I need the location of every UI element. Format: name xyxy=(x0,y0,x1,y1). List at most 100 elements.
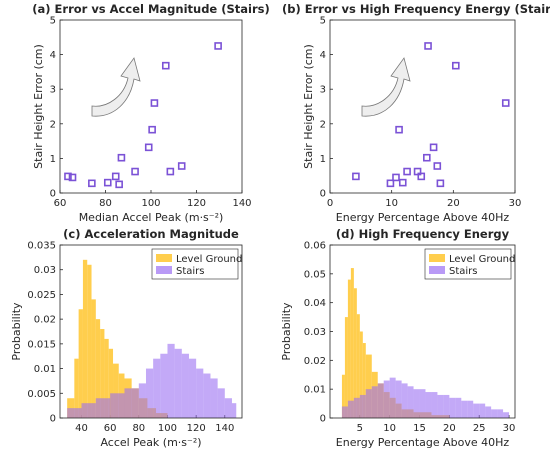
x-axis-label: Median Accel Peak (m·s⁻²) xyxy=(79,211,224,224)
axes-frame xyxy=(59,244,243,419)
axes-frame xyxy=(329,19,516,194)
histogram-bar xyxy=(395,380,402,418)
x-tick-label: 15 xyxy=(413,423,426,434)
data-point xyxy=(177,162,186,170)
histogram-bar xyxy=(443,394,450,418)
histogram-bar xyxy=(377,383,384,418)
histogram-bar xyxy=(188,358,197,418)
y-tick-label: 0 xyxy=(50,414,56,425)
y-tick-label: 0.015 xyxy=(27,339,56,350)
histogram-bar xyxy=(181,353,189,418)
histogram-bar xyxy=(153,358,161,418)
y-tick-label: 0 xyxy=(50,189,56,200)
data-point xyxy=(451,61,460,70)
data-point xyxy=(103,178,112,187)
axes-frame xyxy=(329,244,516,419)
histogram-bar xyxy=(431,392,438,418)
panel-title: (b) Error vs High Frequency Energy (Stai… xyxy=(282,2,550,16)
x-tick-label: 60 xyxy=(54,198,67,209)
histogram-bar xyxy=(497,409,504,418)
data-point xyxy=(117,153,126,162)
data-point xyxy=(115,180,123,189)
y-axis-label: Stair Height Error (cm) xyxy=(302,44,315,169)
curved-arrow-icon xyxy=(361,57,411,117)
plot-area xyxy=(330,20,515,193)
panel-title: (a) Error vs Accel Magnitude (Stairs) xyxy=(32,2,269,16)
y-tick-label: 1 xyxy=(320,154,326,165)
data-point xyxy=(429,143,438,152)
histogram-bar xyxy=(196,368,204,418)
histogram-bar xyxy=(113,363,119,418)
x-tick-label: 30 xyxy=(503,423,516,434)
y-tick-label: 0 xyxy=(320,189,326,200)
y-tick-label: 0.06 xyxy=(304,241,326,252)
histogram-bar xyxy=(359,331,363,418)
x-tick-label: 80 xyxy=(132,423,145,434)
x-tick-label: 30 xyxy=(509,198,522,209)
histogram-bar xyxy=(210,378,218,418)
y-tick-label: 5 xyxy=(50,16,56,27)
histogram-bar xyxy=(383,380,390,418)
histogram-bar xyxy=(425,392,432,418)
histogram-bar xyxy=(224,398,232,418)
y-tick-label: 0.02 xyxy=(304,356,326,367)
data-point xyxy=(166,167,175,176)
histogram-bar xyxy=(401,383,408,418)
legend-swatch xyxy=(429,254,445,262)
y-tick-label: 4 xyxy=(320,50,326,61)
histogram-bar xyxy=(341,374,345,418)
x-tick-label: 80 xyxy=(99,198,112,209)
y-tick-label: 3 xyxy=(320,85,326,96)
y-tick-label: 1 xyxy=(50,154,56,165)
histogram-bar xyxy=(167,343,175,418)
histogram-bar xyxy=(503,412,510,418)
histogram-bar xyxy=(362,343,366,418)
histogram-bar xyxy=(365,389,372,418)
histogram-bar xyxy=(160,353,168,418)
histogram-bar xyxy=(110,393,125,418)
histogram-bar xyxy=(347,279,351,418)
histogram-bar xyxy=(217,388,225,418)
histogram-bar xyxy=(485,406,492,418)
y-axis-label: Stair Height Error (cm) xyxy=(32,44,45,169)
histogram-bar xyxy=(108,348,114,418)
data-point xyxy=(148,125,156,134)
legend-swatch xyxy=(429,266,445,274)
histogram-bar xyxy=(341,406,348,418)
histogram-bar xyxy=(82,259,88,418)
y-tick-label: 5 xyxy=(320,16,326,27)
histogram-bar xyxy=(467,400,474,418)
y-tick-label: 0.01 xyxy=(304,385,326,396)
histogram-bar xyxy=(353,397,360,418)
y-tick-label: 3 xyxy=(50,85,56,96)
data-point xyxy=(423,153,431,162)
histogram-bar xyxy=(449,397,456,418)
histogram-bar xyxy=(461,400,468,418)
data-point xyxy=(424,42,432,50)
x-axis-label: Energy Percentage Above 40Hz xyxy=(336,211,510,224)
y-axis-label: Probability xyxy=(10,302,23,361)
y-tick-label: 0.03 xyxy=(304,327,326,338)
histogram-bar xyxy=(124,388,139,418)
panel-b: (b) Error vs High Frequency Energy (Stai… xyxy=(282,2,550,224)
y-axis-label: Probability xyxy=(280,302,293,361)
data-point xyxy=(64,172,72,181)
x-tick-label: 120 xyxy=(187,198,206,209)
data-point xyxy=(398,178,407,187)
histogram-bar xyxy=(104,338,109,418)
y-tick-label: 0 xyxy=(320,414,326,425)
histogram-bar xyxy=(95,398,111,418)
histogram-bar xyxy=(419,389,426,418)
histogram-bar xyxy=(491,409,498,418)
histogram-bar xyxy=(95,319,101,418)
histogram-bar xyxy=(344,317,348,418)
curved-arrow-icon xyxy=(91,57,141,117)
data-point xyxy=(501,99,510,107)
legend-swatch xyxy=(156,254,172,262)
histogram-bar xyxy=(174,348,182,418)
y-tick-label: 2 xyxy=(320,119,326,130)
x-tick-label: 100 xyxy=(158,423,177,434)
y-tick-label: 0.005 xyxy=(27,389,56,400)
